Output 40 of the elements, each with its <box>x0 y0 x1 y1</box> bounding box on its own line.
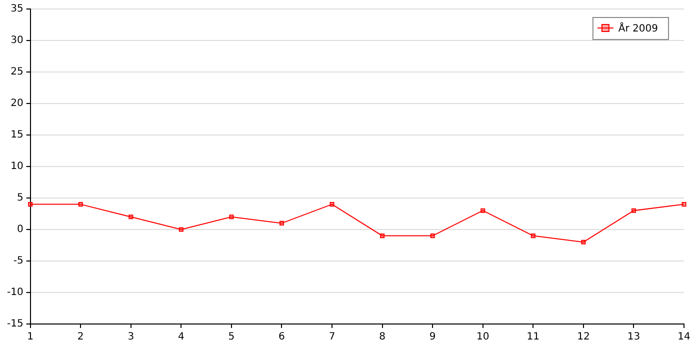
x-tick-label: 9 <box>429 332 436 343</box>
point <box>128 214 134 220</box>
point <box>229 214 234 220</box>
x-tick-label: 6 <box>278 332 285 343</box>
y-tick-label: -15 <box>6 318 24 330</box>
y-tick-label: 10 <box>10 161 24 172</box>
y-tick-label: 15 <box>10 130 24 141</box>
x-tick-label: 4 <box>178 332 184 343</box>
x-tick-label: 11 <box>526 332 540 343</box>
point <box>581 240 586 244</box>
x-tick-label: 5 <box>228 332 235 343</box>
point <box>28 202 33 207</box>
point <box>279 220 284 226</box>
x-tick-label: 13 <box>627 332 640 343</box>
x-tick-label: 2 <box>77 332 84 343</box>
x-tick-label: 3 <box>128 332 134 343</box>
point <box>682 202 686 207</box>
y-tick-label: -10 <box>6 287 24 298</box>
y-tick-label: 35 <box>10 4 24 15</box>
y-tick-label: 30 <box>10 35 24 46</box>
x-tick-label: 7 <box>328 332 336 343</box>
y-tick-label: 25 <box>10 66 24 78</box>
x-tick-label: 14 <box>678 332 690 343</box>
point <box>631 208 636 213</box>
y-tick-label: -5 <box>13 256 24 267</box>
x-tick-label: 12 <box>577 332 590 343</box>
x-tick-label: 10 <box>476 332 490 343</box>
point <box>178 227 184 232</box>
point <box>530 234 536 238</box>
point <box>330 202 334 207</box>
point <box>480 208 486 213</box>
y-tick-label: 20 <box>10 98 24 110</box>
y-tick-label: 0 <box>16 224 24 236</box>
x-tick-label: 8 <box>379 332 386 343</box>
x-tick-label: 1 <box>27 332 34 343</box>
point <box>430 234 435 238</box>
y-tick-label: 5 <box>16 192 24 204</box>
point <box>78 202 83 207</box>
legend-label: År 2009 <box>618 22 658 35</box>
point <box>380 234 385 238</box>
